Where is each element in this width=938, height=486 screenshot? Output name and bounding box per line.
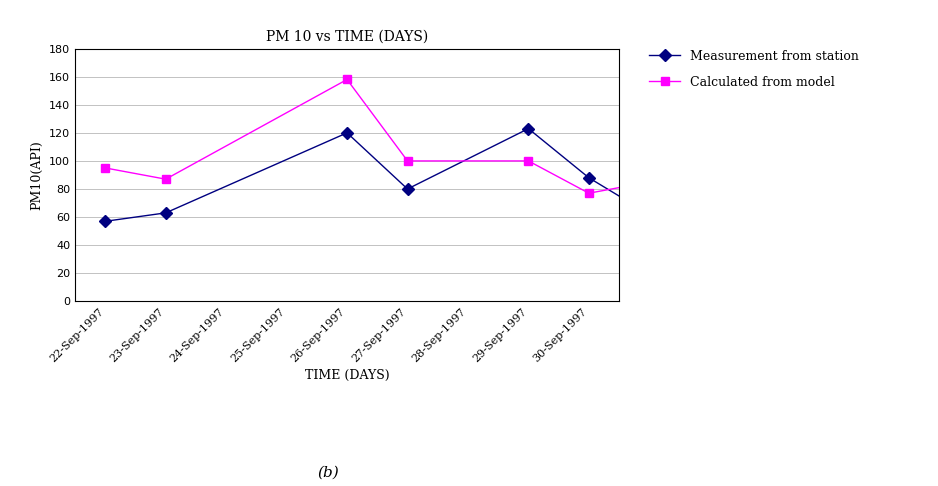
Title: PM 10 vs TIME (DAYS): PM 10 vs TIME (DAYS) [266, 29, 428, 43]
Legend: Measurement from station, Calculated from model: Measurement from station, Calculated fro… [644, 45, 864, 94]
Measurement from station [341, 130, 353, 136]
Y-axis label: PM10(API): PM10(API) [31, 140, 43, 210]
Calculated from model [99, 165, 111, 171]
Measurement from station [583, 175, 595, 181]
Measurement from station [99, 218, 111, 224]
Calculated from model [341, 77, 353, 83]
Measurement from station [522, 126, 534, 132]
X-axis label: TIME (DAYS): TIME (DAYS) [305, 369, 389, 382]
Calculated from model [401, 158, 413, 164]
Measurement from station [643, 211, 655, 217]
Calculated from model [583, 191, 595, 196]
Calculated from model [643, 179, 655, 185]
Text: (b): (b) [317, 465, 340, 479]
Measurement from station [160, 210, 172, 216]
Line: Calculated from model: Calculated from model [101, 75, 654, 197]
Calculated from model [522, 158, 534, 164]
Calculated from model [160, 176, 172, 182]
Measurement from station [401, 186, 413, 192]
Line: Measurement from station: Measurement from station [101, 124, 654, 226]
